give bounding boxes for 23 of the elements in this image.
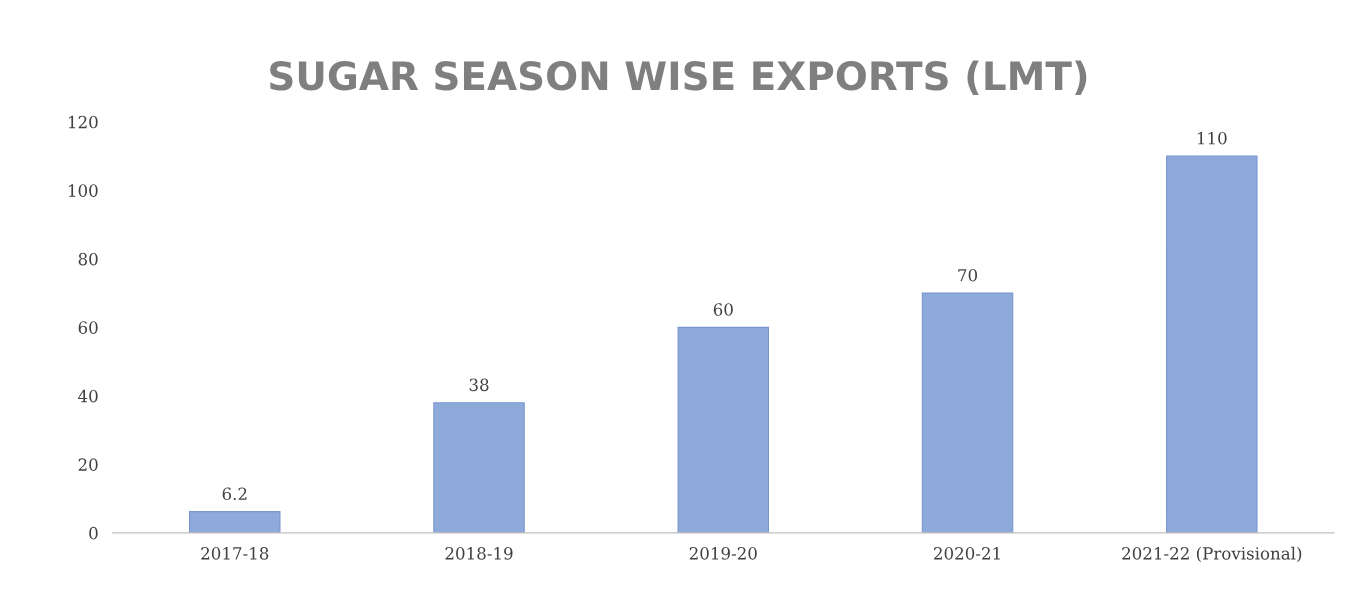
x-tick-label: 2018-19 <box>445 547 513 560</box>
data-label: 110 <box>1197 131 1227 145</box>
y-tick-label: 60 <box>78 321 98 334</box>
y-tick-label: 20 <box>78 458 98 471</box>
x-tick-label: 2020-21 <box>934 547 1000 560</box>
x-tick-label: 2019-20 <box>689 547 757 560</box>
y-tick-label: 120 <box>68 115 98 129</box>
bar <box>1166 155 1258 533</box>
y-tick-label: 0 <box>89 526 98 540</box>
bar <box>433 402 525 533</box>
data-label: 38 <box>469 378 489 392</box>
bar <box>189 511 281 533</box>
bar <box>921 292 1014 533</box>
y-tick-label: 40 <box>78 389 98 403</box>
chart-title: SUGAR SEASON WISE EXPORTS (LMT) <box>270 60 1087 96</box>
y-tick-label: 100 <box>68 184 98 197</box>
x-tick-label: 2021-22 (Provisional) <box>1122 546 1302 563</box>
bar <box>677 326 770 533</box>
data-label: 6.2 <box>222 487 247 501</box>
x-tick-label: 2017-18 <box>201 547 269 560</box>
data-label: 70 <box>958 268 978 282</box>
data-label: 60 <box>713 303 733 316</box>
y-tick-label: 80 <box>78 252 98 266</box>
